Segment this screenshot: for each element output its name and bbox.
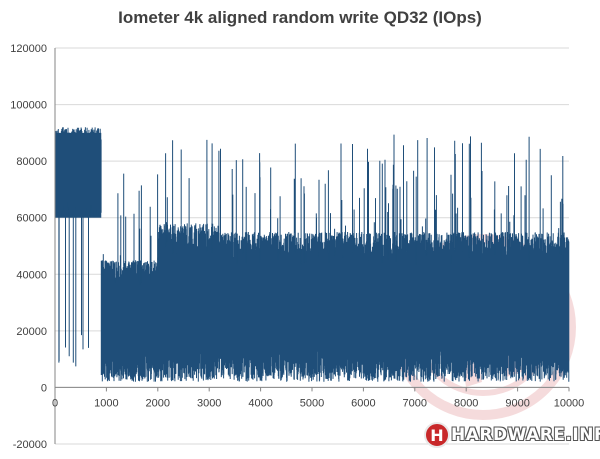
x-tick-label: 3000 — [197, 397, 221, 409]
x-tick-label: 4000 — [248, 397, 272, 409]
y-tick-label: 20000 — [16, 326, 47, 338]
chart-title: Iometer 4k aligned random write QD32 (IO… — [118, 8, 482, 27]
watermark-text: HARDWARE.INFO — [451, 425, 600, 445]
y-tick-label: 0 — [41, 382, 47, 394]
x-tick-label: 0 — [52, 397, 58, 409]
y-tick-label: -20000 — [13, 439, 47, 451]
x-tick-label: 5000 — [300, 397, 324, 409]
series-iops — [54, 127, 570, 382]
hardware-info-watermark: H HARDWARE.INFO — [424, 420, 600, 450]
watermark-badge-icon: H — [424, 422, 450, 448]
x-tick-label: 6000 — [351, 397, 375, 409]
y-tick-label: 60000 — [16, 213, 47, 225]
y-tick-labels: -20000 0 20000 40000 60000 80000 100000 120000 — [10, 43, 47, 451]
series-strokes — [54, 127, 570, 382]
y-tick-label: 80000 — [16, 156, 47, 168]
y-tick-label: 100000 — [10, 100, 47, 112]
y-tick-label: 40000 — [16, 269, 47, 281]
x-tick-label: 2000 — [146, 397, 170, 409]
series-spikes — [102, 134, 569, 286]
y-tick-label: 120000 — [10, 43, 47, 55]
x-tick-label: 7000 — [403, 397, 427, 409]
x-tick-labels: 0 1000 2000 3000 4000 5000 6000 7000 8000 9000 100… — [52, 397, 584, 409]
x-tick-label: 10000 — [554, 397, 585, 409]
x-tick-label: 8000 — [454, 397, 478, 409]
x-tick-label: 9000 — [505, 397, 529, 409]
axes — [54, 48, 570, 444]
x-tick-label: 1000 — [94, 397, 118, 409]
